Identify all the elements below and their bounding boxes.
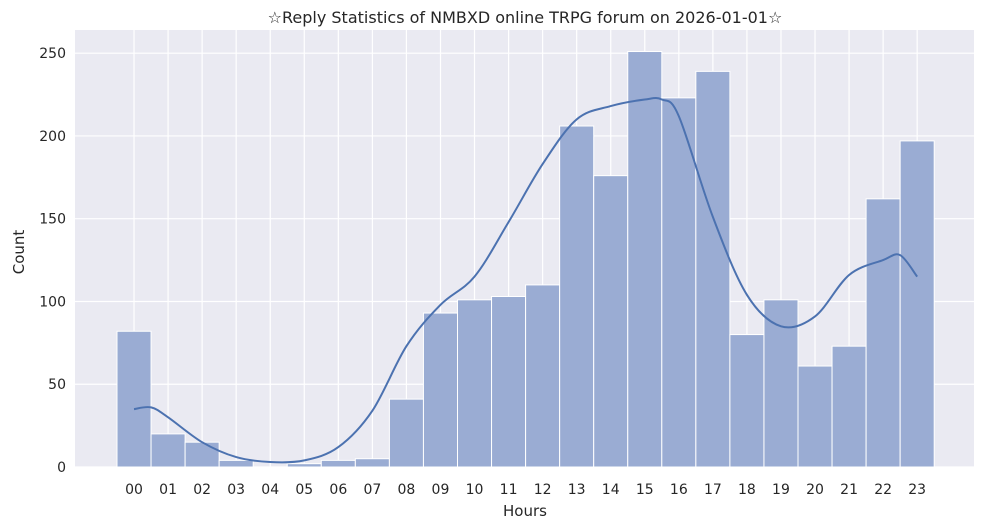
x-tick-label: 00	[125, 482, 143, 498]
x-tick-label: 05	[295, 482, 313, 498]
y-tick-label: 50	[48, 377, 66, 393]
bar-16	[661, 97, 697, 468]
x-tick-label: 17	[704, 482, 722, 498]
x-tick-label: 14	[602, 482, 620, 498]
bar-10	[457, 299, 493, 468]
y-tick-label: 200	[39, 129, 66, 145]
x-tick-label: 11	[500, 482, 518, 498]
bar-02	[184, 441, 220, 468]
bar-01	[150, 433, 186, 468]
x-tick-label: 20	[806, 482, 824, 498]
bar-12	[525, 284, 561, 468]
bar-19	[763, 299, 799, 468]
y-tick-label: 100	[39, 294, 66, 310]
bar-13	[559, 125, 595, 468]
y-tick-label: 150	[39, 212, 66, 228]
x-tick-label: 21	[840, 482, 858, 498]
y-tick-label: 0	[57, 460, 66, 476]
x-tick-label: 04	[261, 482, 279, 498]
x-tick-label: 10	[466, 482, 484, 498]
x-tick-label: 01	[159, 482, 177, 498]
bar-03	[218, 459, 254, 468]
bar-05	[286, 463, 322, 468]
x-tick-label: 12	[534, 482, 552, 498]
bar-23	[899, 140, 935, 468]
bar-11	[491, 296, 527, 468]
bars	[116, 51, 935, 468]
x-tick-label: 23	[908, 482, 926, 498]
x-tick-label: 03	[227, 482, 245, 498]
x-tick-label: 15	[636, 482, 654, 498]
x-tick-label: 06	[329, 482, 347, 498]
kde-curve	[133, 97, 918, 464]
x-tick-label: 08	[398, 482, 416, 498]
bar-21	[831, 345, 867, 468]
x-axis-ticks: 00 01 02 03 04 05 06 07 08 09 10 11 12 13 14 15 16 17 18 19…	[125, 482, 926, 498]
x-tick-label: 13	[568, 482, 586, 498]
x-tick-label: 02	[193, 482, 211, 498]
bar-07	[354, 458, 390, 468]
x-tick-label: 16	[670, 482, 688, 498]
bar-18	[729, 334, 765, 468]
bar-00	[116, 330, 152, 468]
bar-20	[797, 365, 833, 468]
bar-09	[422, 312, 459, 468]
x-axis-label: Hours	[503, 502, 547, 520]
bar-14	[593, 175, 629, 468]
x-tick-label: 22	[874, 482, 892, 498]
bar-15	[627, 51, 663, 468]
bar-17	[695, 70, 731, 468]
x-tick-label: 19	[772, 482, 790, 498]
bar-22	[865, 198, 901, 468]
x-tick-label: 07	[363, 482, 381, 498]
y-tick-label: 250	[39, 46, 66, 62]
bar-06	[320, 459, 356, 468]
y-axis-ticks: 0 50 100 150 200 250	[39, 46, 66, 476]
bar-08	[388, 398, 424, 468]
x-tick-label: 09	[432, 482, 450, 498]
chart-title: ☆Reply Statistics of NMBXD online TRPG f…	[268, 8, 783, 27]
x-tick-label: 18	[738, 482, 756, 498]
y-axis-label: Count	[10, 230, 28, 275]
